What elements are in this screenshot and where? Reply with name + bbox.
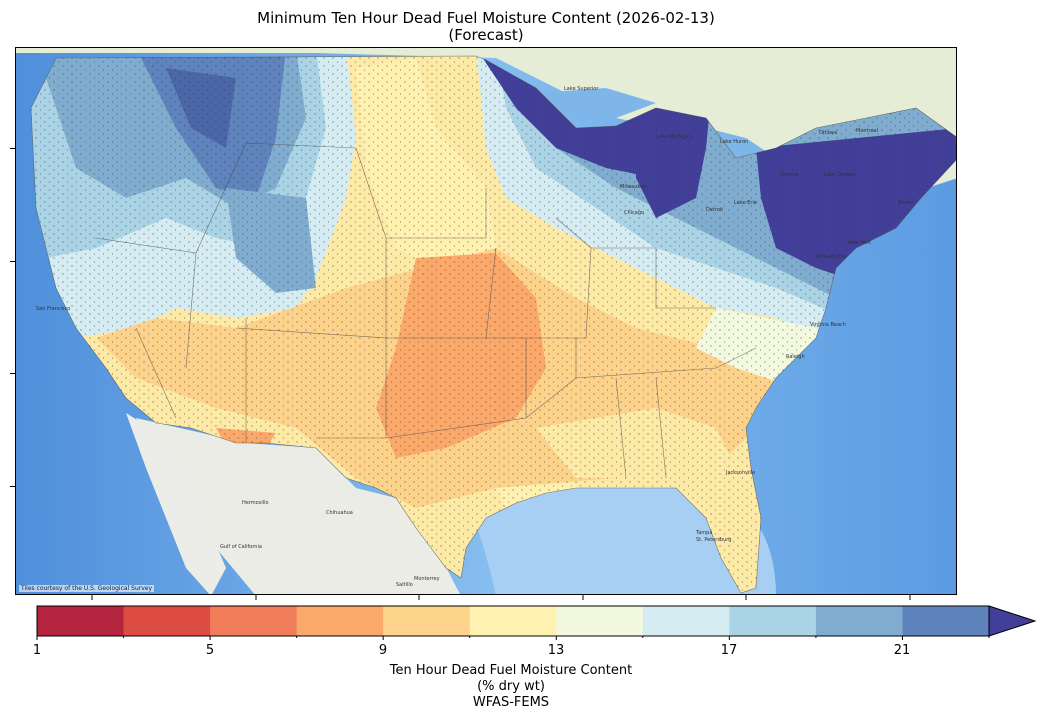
place-label: Lake Superior <box>564 86 599 92</box>
place-label: Milwaukee <box>620 184 646 190</box>
place-label: Lake Michigan <box>656 134 692 140</box>
place-label: Boston <box>898 200 915 206</box>
colorbar-label: Ten Hour Dead Fuel Moisture Content <box>389 663 633 678</box>
mexico-land <box>136 418 460 594</box>
chart-subtitle: (Forecast) <box>448 26 524 44</box>
colorbar-tick-label: 5 <box>205 643 215 658</box>
colorbar-bin <box>642 606 730 636</box>
colorbar-bin <box>296 606 384 636</box>
place-label: Tampa <box>695 530 712 536</box>
place-label: New York <box>848 240 871 246</box>
colorbar-bin <box>123 606 211 636</box>
place-label: Lake Erie <box>734 200 757 206</box>
place-label: Lake Huron <box>720 139 748 145</box>
place-label: Jacksonville <box>725 470 755 476</box>
colorbar-tick-label: 21 <box>893 643 911 658</box>
baja-california <box>126 413 226 594</box>
place-label: Saltillo <box>396 582 413 588</box>
place-label: Lake Ontario <box>824 172 856 178</box>
colorbar-bin <box>556 606 644 636</box>
lake-superior <box>536 88 656 120</box>
map-canvas[interactable]: San Francisco Hermosillo Chihuahua Monte… <box>16 48 957 595</box>
colorbar-tick-label: 13 <box>547 643 565 658</box>
place-label: Monterrey <box>414 576 440 582</box>
place-label: Raleigh <box>786 354 805 360</box>
place-label: Detroit <box>706 207 723 213</box>
place-label: Toronto <box>779 172 798 178</box>
place-label: Gulf of California <box>220 544 262 550</box>
place-label: Chihuahua <box>326 510 353 516</box>
colorbar-bin <box>37 606 125 636</box>
colorbar-bin <box>729 606 817 636</box>
place-label: Virginia Beach <box>810 322 846 328</box>
place-label: Montreal <box>856 128 878 134</box>
colorbar-tick-label: 9 <box>378 643 388 658</box>
place-label: Hermosillo <box>242 500 269 506</box>
y-tick-mark <box>10 261 15 262</box>
colorbar-bin <box>469 606 557 636</box>
colorbar-bin <box>383 606 471 636</box>
colorbar-border <box>36 605 990 637</box>
place-label: Chicago <box>624 210 644 216</box>
place-label: St. Petersburg <box>696 537 731 543</box>
map-panel[interactable]: San Francisco Hermosillo Chihuahua Monte… <box>15 47 957 595</box>
colorbar-tick-label: 17 <box>720 643 738 658</box>
colorbar-units: (% dry wt) <box>477 679 545 694</box>
place-label: Ottawa <box>819 130 837 136</box>
chart-title: Minimum Ten Hour Dead Fuel Moisture Cont… <box>257 9 715 27</box>
colorbar-bin <box>815 606 903 636</box>
place-label: San Francisco <box>36 306 70 312</box>
colorbar-source: WFAS-FEMS <box>472 695 550 710</box>
map-attribution: Tiles courtesy of the U.S. Geological Su… <box>19 585 155 592</box>
y-tick-mark <box>10 373 15 374</box>
colorbar-extension <box>988 605 1037 637</box>
place-label: Philadelphia <box>816 254 846 260</box>
colorbar-bin <box>210 606 298 636</box>
state-boundaries <box>30 55 956 594</box>
colorbar-tick-label: 1 <box>32 643 42 658</box>
colorbar-bin <box>902 606 990 636</box>
y-tick-mark <box>10 148 15 149</box>
y-tick-mark <box>10 486 15 487</box>
